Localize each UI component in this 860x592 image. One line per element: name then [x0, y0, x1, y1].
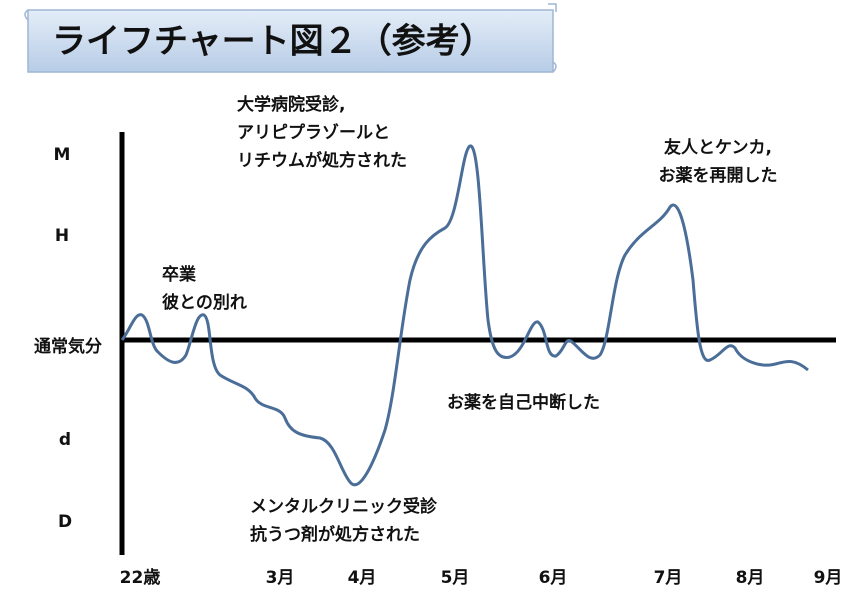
banner-curl [24, 3, 557, 73]
annotation-line: 彼との別れ [162, 292, 247, 313]
x-label: 5月 [441, 568, 470, 588]
annotation-line: 友人とケンカ, [664, 137, 772, 158]
y-label: M [54, 145, 71, 165]
x-label: 4月 [348, 568, 377, 588]
annotation-line: 大学病院受診, [237, 94, 345, 115]
mood-curve [120, 144, 809, 487]
x-label: 6月 [539, 568, 568, 588]
x-label: 8月 [736, 568, 765, 588]
y-labels: M H 通常気分 d D [34, 145, 102, 532]
x-labels: 22歳 3月 4月 5月 6月 7月 8月 9月 [120, 567, 843, 588]
x-label: 3月 [266, 568, 295, 588]
x-label: 22歳 [120, 567, 161, 588]
y-label: D [58, 512, 72, 532]
title-banner: ライフチャート図２（参考） [24, 3, 557, 73]
annotation-line: メンタルクリニック受診 [250, 496, 438, 517]
annotation-line: アリピプラゾールと [237, 122, 390, 143]
title: ライフチャート図２（参考） [52, 22, 494, 62]
y-label: H [55, 226, 69, 246]
annotation-line: 抗うつ剤が処方された [250, 524, 420, 545]
annotation-line: 卒業 [162, 264, 196, 285]
x-label: 7月 [654, 568, 683, 588]
x-label: 9月 [814, 568, 843, 588]
y-label: 通常気分 [34, 336, 102, 357]
annotation-line: お薬を自己中断した [447, 392, 600, 413]
banner [27, 9, 554, 73]
annotation-line: リチウムが処方された [237, 150, 407, 171]
annotation-line: お薬を再開した [659, 166, 778, 186]
y-label: d [59, 430, 71, 450]
